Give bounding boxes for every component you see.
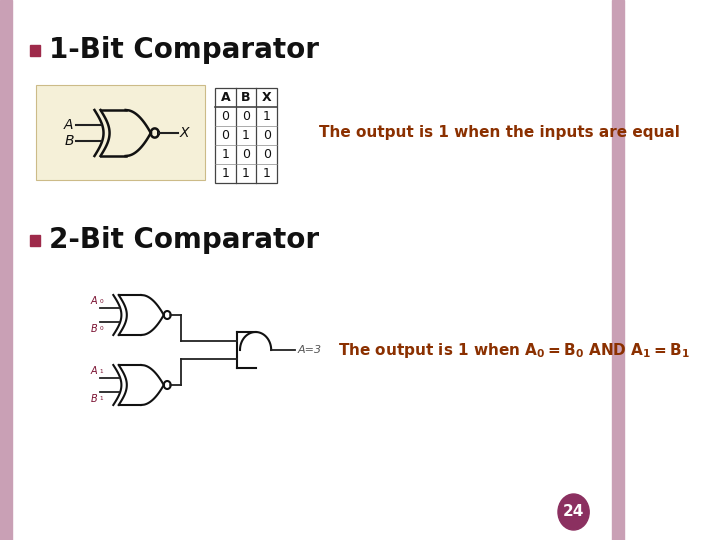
Bar xyxy=(215,88,277,183)
Bar xyxy=(30,234,40,246)
Text: 24: 24 xyxy=(563,504,584,519)
Text: 0: 0 xyxy=(263,148,271,161)
Text: $_1$: $_1$ xyxy=(99,394,104,403)
Text: A: A xyxy=(220,91,230,104)
Text: A=3: A=3 xyxy=(297,345,321,355)
Text: 1: 1 xyxy=(221,167,229,180)
Text: X: X xyxy=(262,91,271,104)
Text: $_0$: $_0$ xyxy=(99,323,104,333)
Text: 0: 0 xyxy=(221,129,229,142)
Text: $_1$: $_1$ xyxy=(99,367,104,376)
Text: 0: 0 xyxy=(221,110,229,123)
Text: X: X xyxy=(179,126,189,140)
Text: The output is 1 when the inputs are equal: The output is 1 when the inputs are equa… xyxy=(319,125,680,140)
Text: 0: 0 xyxy=(242,148,250,161)
Text: 1: 1 xyxy=(263,167,271,180)
Bar xyxy=(0,0,12,540)
Text: 1: 1 xyxy=(242,129,250,142)
Text: 2-Bit Comparator: 2-Bit Comparator xyxy=(48,226,319,254)
Text: 1-Bit Comparator: 1-Bit Comparator xyxy=(48,36,318,64)
FancyBboxPatch shape xyxy=(37,85,205,180)
Text: 1: 1 xyxy=(242,167,250,180)
Text: 0: 0 xyxy=(242,110,250,123)
Text: A: A xyxy=(91,366,97,376)
Text: A: A xyxy=(91,296,97,306)
Text: $_0$: $_0$ xyxy=(99,298,104,306)
Circle shape xyxy=(558,494,589,530)
Text: A: A xyxy=(64,118,73,132)
Text: B: B xyxy=(90,323,97,334)
Bar xyxy=(30,44,40,56)
Text: The output is 1 when $\bf{A_0 = B_0}$ AND $\bf{A_1 = B_1}$: The output is 1 when $\bf{A_0 = B_0}$ AN… xyxy=(338,341,690,360)
Text: 1: 1 xyxy=(263,110,271,123)
Text: B: B xyxy=(241,91,251,104)
Text: 0: 0 xyxy=(263,129,271,142)
Text: 1: 1 xyxy=(221,148,229,161)
Bar xyxy=(612,0,624,540)
Text: B: B xyxy=(64,134,73,147)
Text: B: B xyxy=(90,394,97,404)
